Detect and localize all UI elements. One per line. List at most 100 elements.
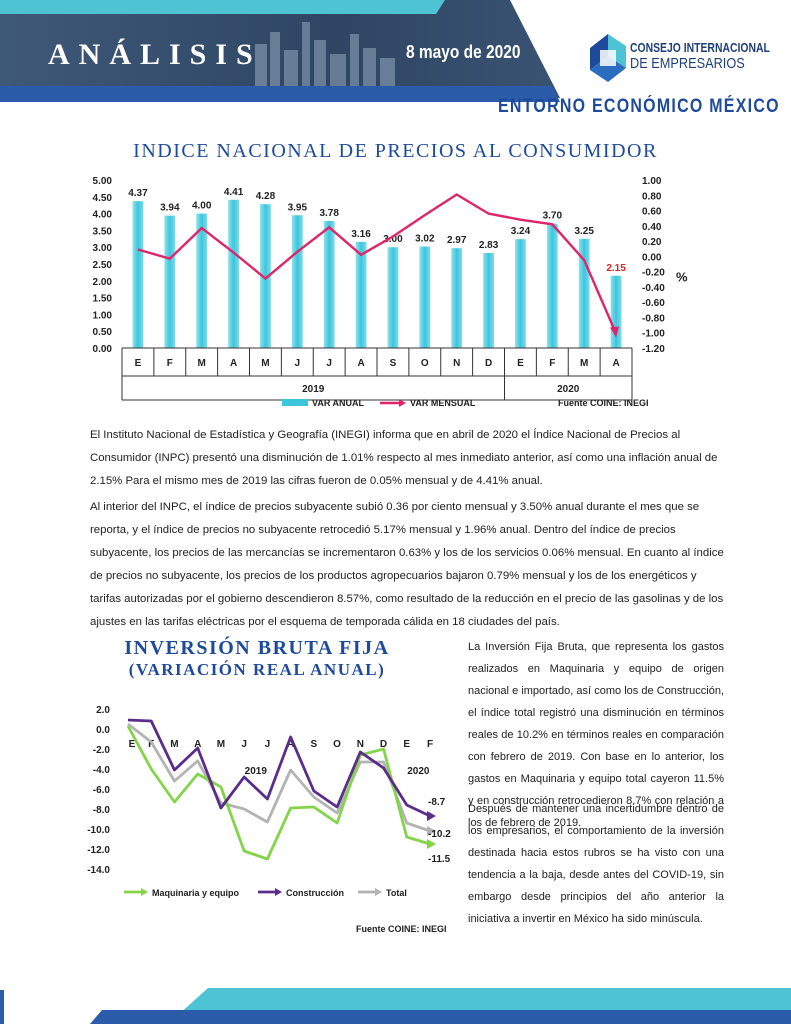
ibf-ytick: -4.0 [93,765,111,776]
ibf-paragraph-2: Después de mantener una incertidumbre de… [468,803,724,925]
inpc-xtick: A [230,358,237,369]
ibf-title: INVERSIÓN BRUTA FIJA [124,637,390,659]
inpc-paragraph-2: Al interior del INPC, el índice de preci… [90,501,724,628]
ibf-xtick: D [380,739,387,750]
ibf-xtick: F [427,739,433,750]
inpc-ytick-right: 0.80 [642,191,662,202]
inpc-group-label: 2020 [557,384,580,395]
doc-date: 8 mayo de 2020 [406,42,521,62]
coine-logo-icon [590,34,626,82]
inpc-bar-label: 2.97 [447,235,467,246]
inpc-bar-label: 3.00 [383,234,403,245]
inpc-legend-bar-label: VAR ANUAL [312,398,364,408]
inpc-ytick-left: 4.00 [93,210,113,221]
ibf-xtick: E [129,739,136,750]
inpc-ytick-left: 4.50 [93,193,113,204]
ibf-xtick: M [170,739,178,750]
inpc-xtick: J [326,358,332,369]
inpc-ytick-left: 0.50 [93,327,113,338]
header-teal-stripe [0,0,445,14]
inpc-bar [515,239,526,348]
ibf-ytick: 0.0 [96,725,110,736]
inpc-title: INDICE NACIONAL DE PRECIOS AL CONSUMIDOR [133,140,658,162]
ibf-line-arrowhead [427,826,436,836]
inpc-ytick-right: -0.80 [642,313,665,324]
ibf-line-total [127,722,431,833]
inpc-line-arrowhead [610,326,620,338]
inpc-bar [419,246,431,348]
inpc-ytick-right: 1.00 [642,176,662,187]
ibf-ytick: 2.0 [96,705,110,716]
inpc-group-label: 2019 [302,384,325,395]
inpc-bar [132,201,144,348]
inpc-bar-label: 3.02 [415,234,435,245]
inpc-xtick: N [453,358,460,369]
inpc-legend-bar-swatch [282,399,308,406]
inpc-bar-label: 4.28 [256,191,276,202]
coine-logo: CONSEJO INTERNACIONAL DE EMPRESARIOS [586,26,786,86]
ibf-ytick: -6.0 [93,785,111,796]
ibf-line-construccion [127,718,431,818]
ibf-legend-label: Total [386,888,407,898]
inpc-xtick: F [549,358,555,369]
inpc-bar [291,215,303,348]
ibf-subtitle: (VARIACIÓN REAL ANUAL) [128,660,386,679]
inpc-xtick: E [517,358,524,369]
inpc-source: Fuente COINE: INEGI [558,398,649,408]
ibf-line-maquinaria [126,725,431,861]
inpc-xtick: A [612,358,619,369]
inpc-bar-label: 3.24 [511,226,531,237]
ibf-end-label: -8.7 [428,797,446,808]
ibf-group-label: 2019 [245,766,268,777]
logo-text-line1: CONSEJO INTERNACIONAL [630,40,770,55]
ibf-xtick: E [403,739,410,750]
inpc-chart: 0.00 0.50 1.00 1.50 2.00 2.50 3.00 3.50 4.00 4.50… [93,176,688,408]
ibf-group-label: 2020 [407,766,430,777]
footer-blue-band [90,1010,791,1024]
ibf-source: Fuente COINE: INEGI [356,924,447,934]
inpc-ytick-right: -0.40 [642,283,665,294]
inpc-ytick-left: 3.50 [93,226,113,237]
inpc-bar [355,241,367,348]
inpc-xtick: A [357,358,364,369]
inpc-ytick-right: -1.20 [642,344,665,355]
inpc-bar-label: 2.15 [606,263,626,274]
ibf-end-label: -11.5 [428,854,451,865]
inpc-bar-label: 3.70 [543,211,563,222]
logo-text-line2: DE EMPRESARIOS [630,55,745,72]
doc-title: ANÁLISIS [48,38,262,71]
inpc-legend-line-label: VAR MENSUAL [410,398,476,408]
inpc-bar [483,252,494,348]
inpc-ytick-left: 3.00 [93,243,113,254]
footer-left-line [0,990,4,1024]
inpc-xtick: J [295,358,301,369]
inpc-bar-label: 3.78 [319,208,339,219]
inpc-bar-label: 4.37 [128,188,148,199]
inpc-xtick: M [261,358,269,369]
inpc-xtick: E [135,358,142,369]
ibf-legend-label: Construcción [286,888,344,898]
ibf-legend-arrow [275,888,282,896]
inpc-ytick-left: 1.00 [93,310,113,321]
inpc-bar [196,213,208,348]
ibf-xtick: M [217,739,225,750]
inpc-ytick-right: 0.60 [642,207,662,218]
ibf-xtick: S [311,739,318,750]
inpc-bar-label: 2.83 [479,240,499,251]
ibf-xtick: O [333,739,341,750]
inpc-bar [451,248,463,348]
inpc-bar-label: 3.16 [351,229,371,240]
ibf-line-arrowhead [427,839,436,849]
inpc-bar-label: 4.41 [224,187,244,198]
inpc-bar [578,238,590,348]
inpc-bar [387,247,399,348]
ibf-xtick: J [265,739,271,750]
ibf-legend-arrow [375,888,382,896]
ibf-legend-label: Maquinaria y equipo [152,888,240,898]
ibf-xtick: A [194,739,201,750]
inpc-bar-label: 3.25 [574,226,594,237]
inpc-xtick: M [198,358,206,369]
ibf-ytick: -14.0 [87,865,110,876]
inpc-xtick: D [485,358,492,369]
inpc-bar [610,275,622,348]
